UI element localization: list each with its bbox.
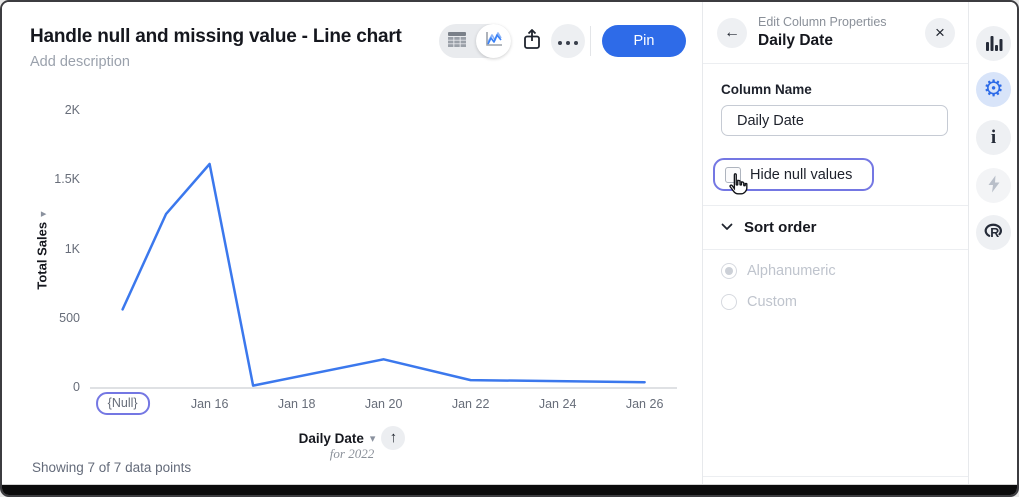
panel-footer-divider <box>703 476 968 477</box>
view-toggle <box>439 24 511 58</box>
line-chart-icon <box>484 30 504 53</box>
panel-divider <box>703 249 968 250</box>
page-title[interactable]: Handle null and missing value - Line cha… <box>30 26 402 47</box>
chart-canvas: Handle null and missing value - Line cha… <box>2 2 702 484</box>
sort-option-label: Alphanumeric <box>747 263 836 279</box>
sort-option-alphanumeric: Alphanumeric <box>721 263 836 279</box>
window-bottom-bar <box>2 484 1017 495</box>
sort-option-custom: Custom <box>721 294 797 310</box>
y-tick-label: 1K <box>64 241 80 256</box>
back-button[interactable]: ← <box>717 18 747 48</box>
x-tick-label: Jan 24 <box>538 397 577 411</box>
y-tick-label: 2K <box>64 103 80 117</box>
x-tick-label: Jan 18 <box>277 397 316 411</box>
gear-icon: ⚙ <box>983 76 1004 102</box>
sort-order-label: Sort order <box>744 218 817 236</box>
lightning-icon <box>987 175 1001 196</box>
chevron-down-icon[interactable]: ▾ <box>369 432 376 445</box>
close-icon: × <box>935 23 945 42</box>
x-tick-label: Jan 26 <box>625 397 664 411</box>
radio-unselected-icon <box>721 294 737 310</box>
y-tick-label: 0 <box>73 380 80 394</box>
arrow-up-icon: ↑ <box>389 429 398 446</box>
right-icon-rail: ⚙ i R <box>968 2 1017 484</box>
hide-null-values-row: Hide null values <box>713 158 874 191</box>
toolbar-divider <box>590 26 591 56</box>
data-series-line <box>121 162 646 387</box>
svg-text:R: R <box>990 226 999 240</box>
x-tick-label: Jan 16 <box>190 397 229 411</box>
r-integration-button[interactable]: R <box>976 215 1011 250</box>
hide-null-checkbox[interactable] <box>725 166 741 183</box>
table-view-button[interactable] <box>439 24 475 58</box>
data-points-count: Showing 7 of 7 data points <box>32 460 192 475</box>
share-button[interactable] <box>515 24 549 58</box>
x-axis-title[interactable]: Daily Date <box>298 430 364 446</box>
hide-null-label: Hide null values <box>750 166 853 183</box>
chart-plot <box>90 162 677 389</box>
line-chart: 0 500 1K 1.5K 2K {Null} Jan 16 Jan 18 Jan 20 Jan… <box>2 2 702 495</box>
x-axis-subtitle: for 2022 <box>329 446 375 461</box>
chart-view-button[interactable] <box>476 24 511 58</box>
description-placeholder[interactable]: Add description <box>30 54 130 70</box>
radio-selected-icon <box>721 263 737 279</box>
settings-button[interactable]: ⚙ <box>976 72 1011 107</box>
y-axis-title[interactable]: Total Sales ▾ <box>35 189 50 313</box>
chart-elements-button[interactable] <box>976 26 1011 61</box>
x-tick-label: Jan 22 <box>451 397 490 411</box>
info-button[interactable]: i <box>976 120 1011 155</box>
panel-title: Daily Date <box>758 32 833 49</box>
share-icon <box>522 28 542 55</box>
ellipsis-icon <box>556 32 580 50</box>
y-tick-label: 1.5K <box>54 172 80 187</box>
chevron-down-icon <box>721 218 733 236</box>
chevron-down-icon: ▾ <box>37 211 50 217</box>
column-name-input[interactable] <box>721 105 948 136</box>
info-icon: i <box>990 127 997 148</box>
close-button[interactable]: × <box>925 18 955 48</box>
r-logo-icon: R <box>983 222 1004 243</box>
panel-subtitle: Edit Column Properties <box>758 15 887 29</box>
y-axis-title-label: Total Sales <box>34 221 50 290</box>
edit-column-panel: ← Edit Column Properties Daily Date × Co… <box>702 2 968 484</box>
more-options-button[interactable] <box>551 24 585 58</box>
panel-divider <box>703 205 968 206</box>
bar-chart-icon <box>985 34 1003 54</box>
arrow-left-icon: ← <box>724 24 740 41</box>
move-axis-button[interactable]: ↑ <box>381 426 406 450</box>
pin-button[interactable]: Pin <box>602 25 686 57</box>
x-axis-control: Daily Date ▾ ↑ <box>2 426 702 450</box>
x-tick-label-null-highlighted: {Null} <box>95 392 150 415</box>
y-tick-label: 500 <box>59 310 80 325</box>
sort-order-section-header[interactable]: Sort order <box>721 218 817 236</box>
x-tick-label: Jan 20 <box>364 397 403 411</box>
column-name-label: Column Name <box>721 82 812 97</box>
actions-button[interactable] <box>976 168 1011 203</box>
panel-header: ← Edit Column Properties Daily Date × <box>703 2 968 64</box>
sort-option-label: Custom <box>747 294 797 310</box>
table-icon <box>447 31 467 52</box>
